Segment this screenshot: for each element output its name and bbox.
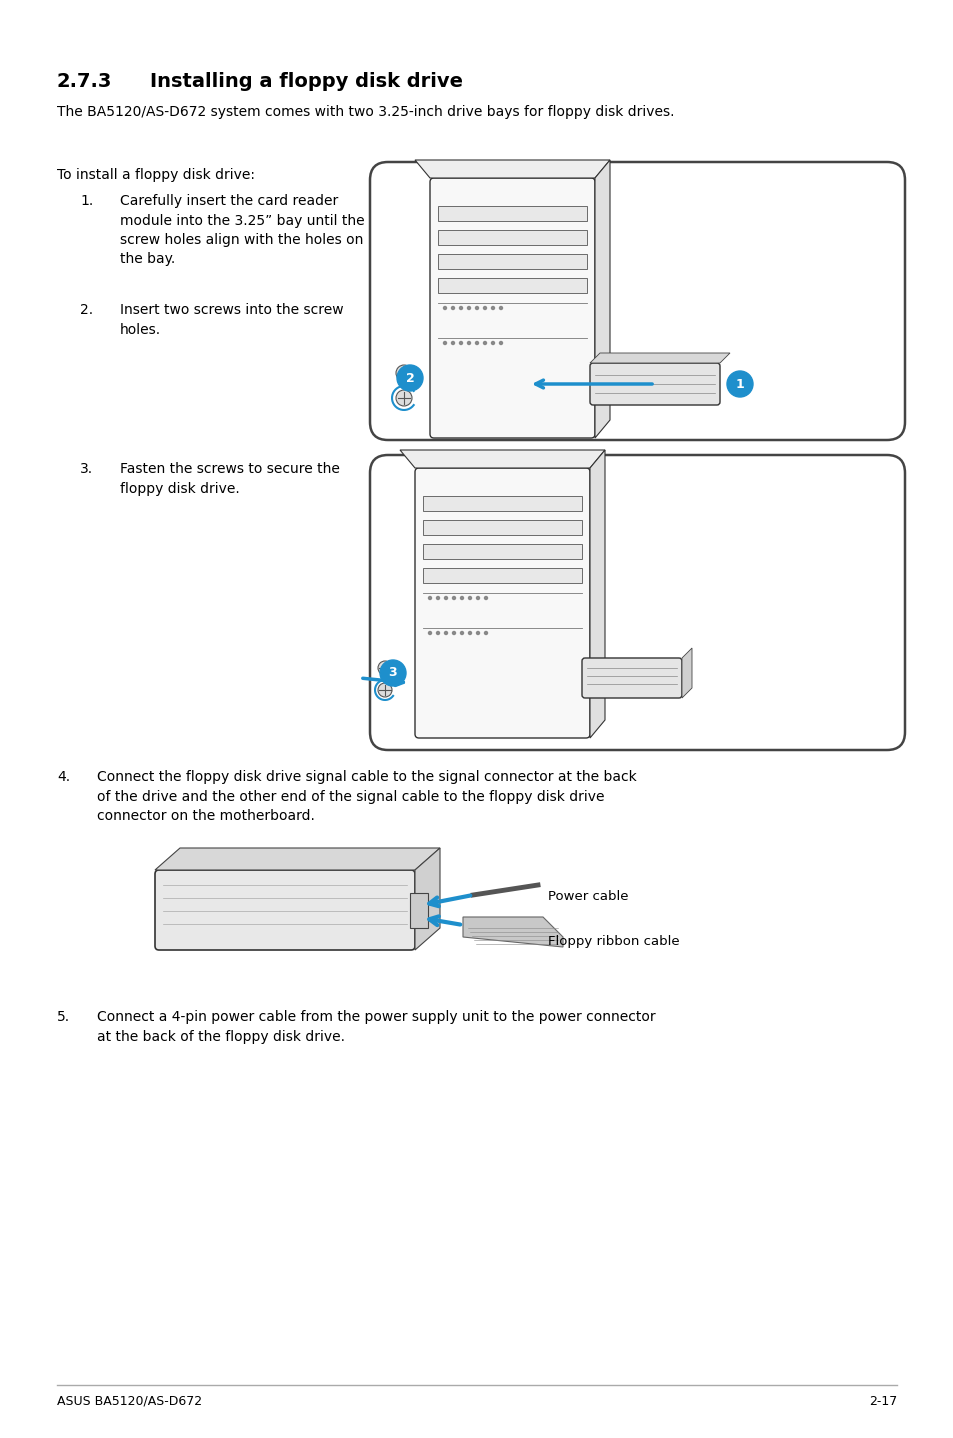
Circle shape bbox=[726, 371, 752, 397]
FancyBboxPatch shape bbox=[370, 454, 904, 751]
Text: 1: 1 bbox=[735, 378, 743, 391]
Circle shape bbox=[428, 631, 431, 634]
Bar bbox=[437, 255, 586, 269]
Bar bbox=[410, 893, 428, 928]
Text: 2: 2 bbox=[405, 371, 414, 384]
FancyBboxPatch shape bbox=[154, 870, 415, 951]
Polygon shape bbox=[589, 450, 604, 738]
Text: 2.: 2. bbox=[80, 303, 93, 316]
FancyBboxPatch shape bbox=[370, 162, 904, 440]
Text: Floppy ribbon cable: Floppy ribbon cable bbox=[547, 935, 679, 948]
Circle shape bbox=[395, 390, 412, 406]
Bar bbox=[437, 278, 586, 293]
FancyBboxPatch shape bbox=[581, 659, 681, 697]
Text: Carefully insert the card reader
module into the 3.25” bay until the
screw holes: Carefully insert the card reader module … bbox=[120, 194, 364, 266]
Circle shape bbox=[459, 341, 462, 345]
Circle shape bbox=[452, 631, 455, 634]
Bar bbox=[422, 521, 581, 535]
Circle shape bbox=[444, 597, 447, 600]
Circle shape bbox=[468, 631, 471, 634]
Circle shape bbox=[475, 306, 478, 309]
Bar bbox=[422, 544, 581, 559]
Text: 5.: 5. bbox=[57, 1009, 71, 1024]
Text: 3: 3 bbox=[388, 666, 396, 680]
Circle shape bbox=[491, 341, 494, 345]
Circle shape bbox=[484, 631, 487, 634]
Text: Insert two screws into the screw
holes.: Insert two screws into the screw holes. bbox=[120, 303, 343, 336]
Circle shape bbox=[436, 631, 439, 634]
Circle shape bbox=[436, 597, 439, 600]
Text: 1.: 1. bbox=[80, 194, 93, 209]
Circle shape bbox=[377, 661, 392, 674]
Circle shape bbox=[452, 597, 455, 600]
Circle shape bbox=[460, 631, 463, 634]
Text: The BA5120/AS-D672 system comes with two 3.25-inch drive bays for floppy disk dr: The BA5120/AS-D672 system comes with two… bbox=[57, 105, 674, 119]
Circle shape bbox=[467, 306, 470, 309]
Polygon shape bbox=[462, 917, 562, 948]
FancyBboxPatch shape bbox=[430, 178, 595, 439]
Polygon shape bbox=[681, 649, 691, 697]
Bar bbox=[437, 206, 586, 221]
Circle shape bbox=[467, 341, 470, 345]
Circle shape bbox=[499, 341, 502, 345]
Circle shape bbox=[484, 597, 487, 600]
Text: 4.: 4. bbox=[57, 769, 71, 784]
Circle shape bbox=[475, 341, 478, 345]
Circle shape bbox=[491, 306, 494, 309]
FancyBboxPatch shape bbox=[589, 362, 720, 406]
Text: 3.: 3. bbox=[80, 462, 93, 476]
Circle shape bbox=[476, 597, 479, 600]
Circle shape bbox=[428, 597, 431, 600]
Circle shape bbox=[499, 306, 502, 309]
Text: Connect a 4-pin power cable from the power supply unit to the power connector
at: Connect a 4-pin power cable from the pow… bbox=[97, 1009, 655, 1044]
Bar bbox=[422, 568, 581, 582]
Circle shape bbox=[443, 306, 446, 309]
Polygon shape bbox=[595, 160, 609, 439]
Circle shape bbox=[483, 341, 486, 345]
Text: To install a floppy disk drive:: To install a floppy disk drive: bbox=[57, 168, 254, 183]
Text: Fasten the screws to secure the
floppy disk drive.: Fasten the screws to secure the floppy d… bbox=[120, 462, 339, 496]
Circle shape bbox=[377, 683, 392, 697]
Circle shape bbox=[468, 597, 471, 600]
Polygon shape bbox=[589, 352, 729, 362]
Circle shape bbox=[379, 660, 406, 686]
Bar bbox=[437, 230, 586, 244]
Bar bbox=[422, 496, 581, 510]
Circle shape bbox=[451, 341, 454, 345]
Text: Installing a floppy disk drive: Installing a floppy disk drive bbox=[150, 72, 462, 91]
Text: Connect the floppy disk drive signal cable to the signal connector at the back
o: Connect the floppy disk drive signal cab… bbox=[97, 769, 636, 823]
Circle shape bbox=[444, 631, 447, 634]
Circle shape bbox=[476, 631, 479, 634]
Circle shape bbox=[451, 306, 454, 309]
Text: 2.7.3: 2.7.3 bbox=[57, 72, 112, 91]
Circle shape bbox=[395, 365, 412, 381]
Polygon shape bbox=[399, 450, 604, 467]
Polygon shape bbox=[415, 848, 439, 951]
Text: Power cable: Power cable bbox=[547, 890, 628, 903]
Circle shape bbox=[483, 306, 486, 309]
Polygon shape bbox=[154, 848, 439, 870]
Polygon shape bbox=[415, 160, 609, 178]
Circle shape bbox=[443, 341, 446, 345]
Circle shape bbox=[460, 597, 463, 600]
FancyBboxPatch shape bbox=[415, 467, 589, 738]
Text: ASUS BA5120/AS-D672: ASUS BA5120/AS-D672 bbox=[57, 1395, 202, 1408]
Text: 2-17: 2-17 bbox=[868, 1395, 896, 1408]
Circle shape bbox=[396, 365, 422, 391]
Circle shape bbox=[459, 306, 462, 309]
